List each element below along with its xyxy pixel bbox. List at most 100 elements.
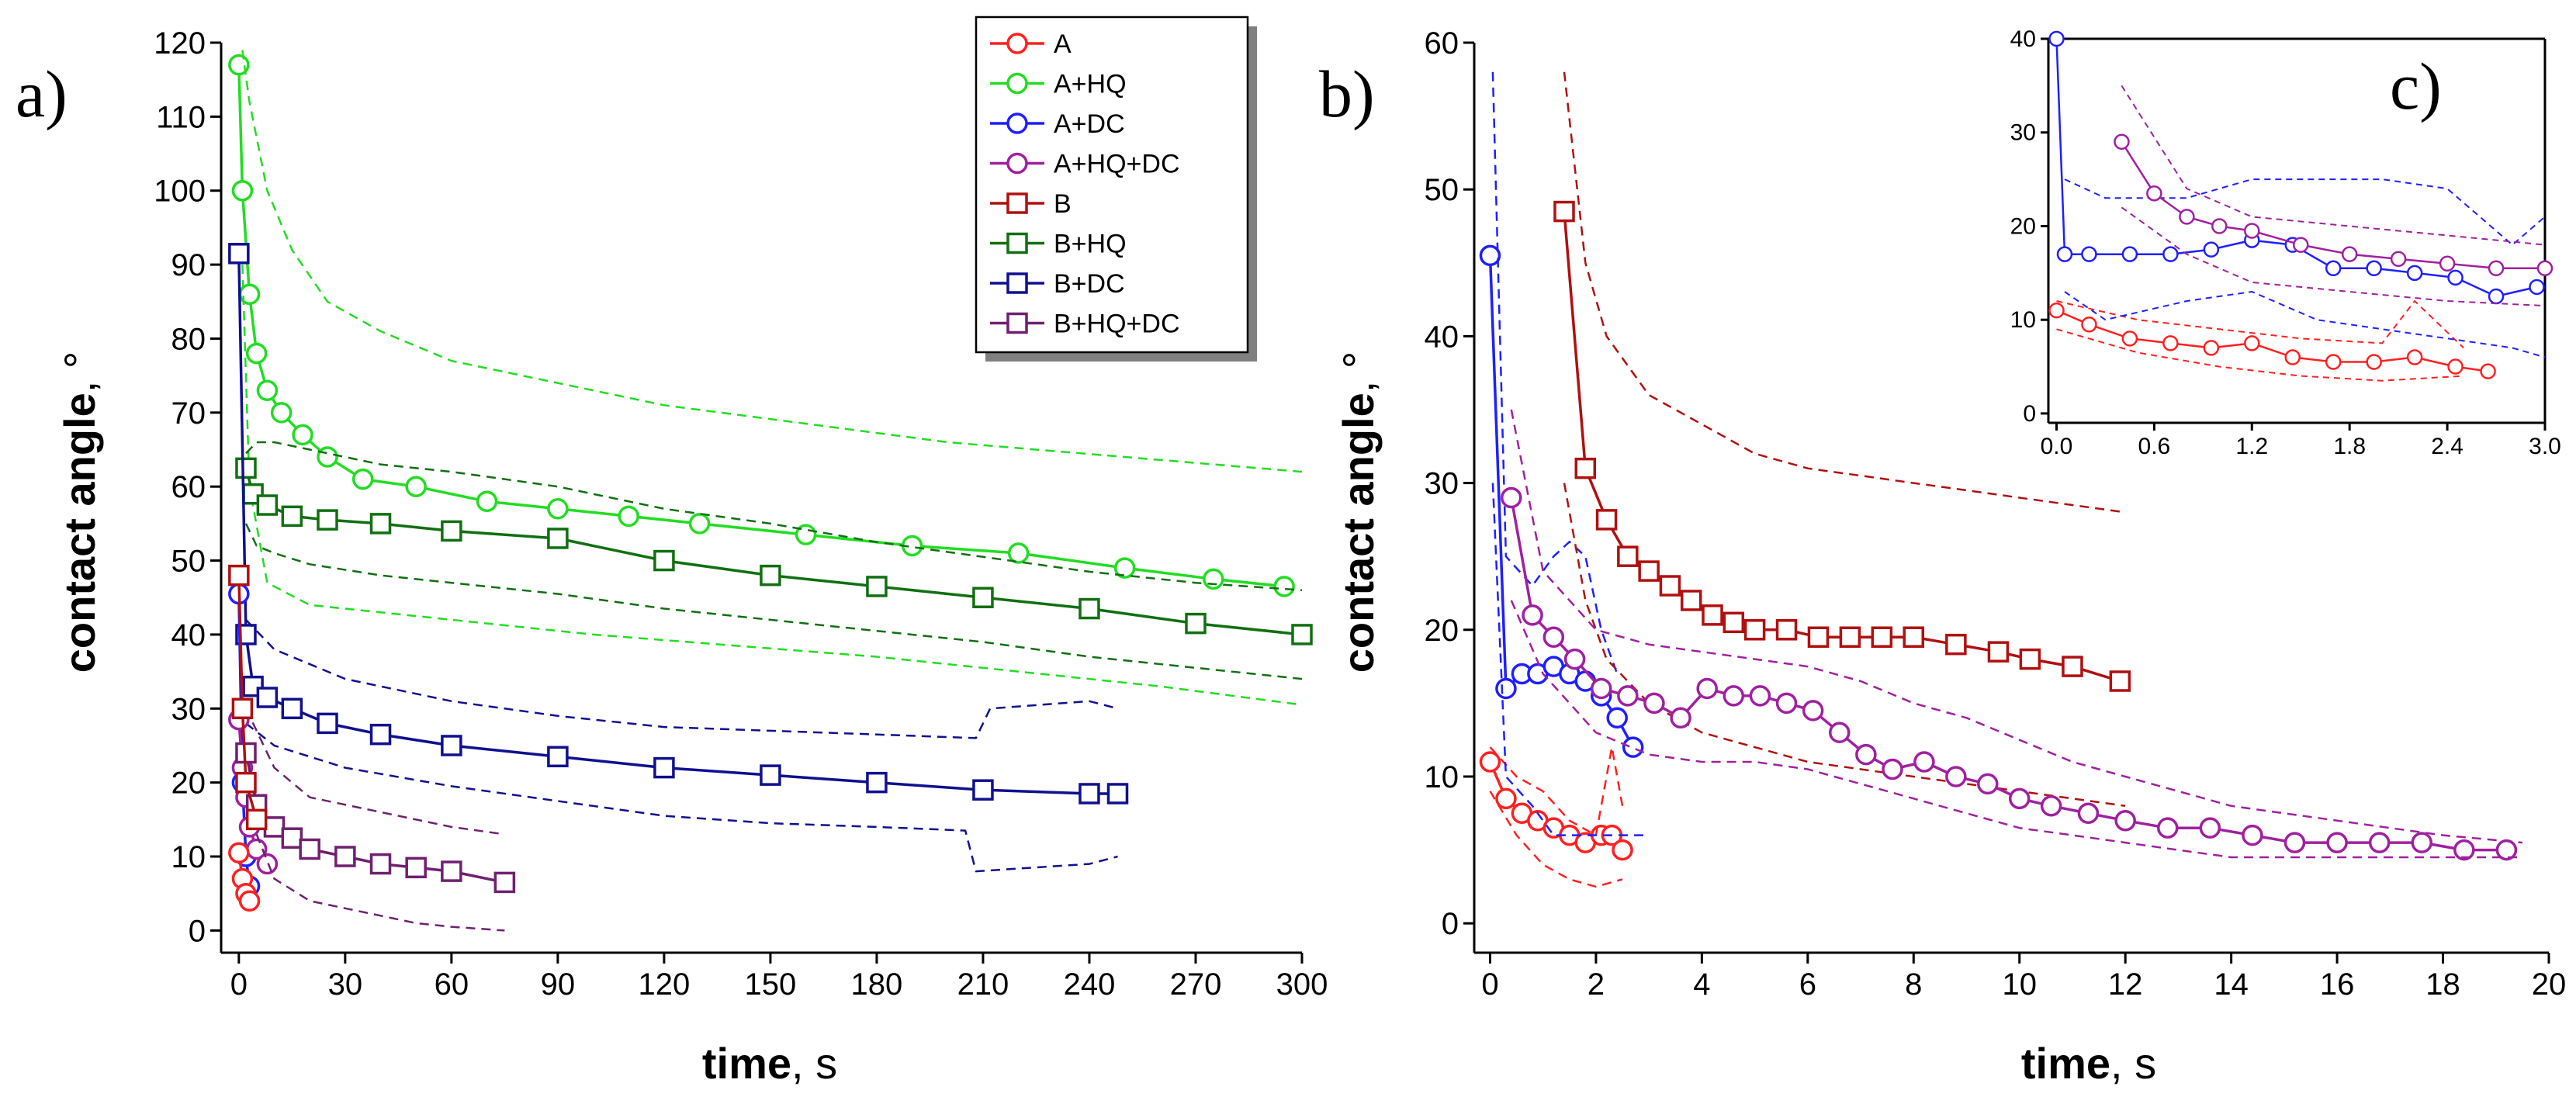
series-a-hq-dc bbox=[2114, 133, 2553, 277]
legend-marker bbox=[1006, 312, 1028, 334]
x-tick-label: 20 bbox=[2532, 967, 2567, 1002]
series-a bbox=[2048, 302, 2496, 379]
series-a-hq-dc-upper bbox=[1510, 409, 2523, 844]
x-tick-label: 2.4 bbox=[2431, 434, 2463, 459]
data-point bbox=[256, 853, 279, 875]
data-point bbox=[2157, 817, 2179, 839]
data-point bbox=[2114, 809, 2136, 832]
x-tick-label: 0.6 bbox=[2138, 434, 2171, 459]
series-a-hq-dc-lower bbox=[1510, 600, 2522, 859]
data-point bbox=[2121, 330, 2138, 347]
data-point bbox=[2146, 185, 2162, 202]
y-tick-label: 100 bbox=[154, 175, 206, 209]
y-tick-label: 0 bbox=[189, 914, 206, 948]
y-tick-label: 50 bbox=[1425, 173, 1459, 207]
series-a-dc-upper bbox=[2064, 178, 2546, 246]
data-point bbox=[1882, 758, 1903, 780]
legend-marker bbox=[1006, 192, 1028, 214]
data-point bbox=[2406, 265, 2423, 282]
panel-a-label: a) bbox=[16, 57, 68, 131]
data-point bbox=[1522, 604, 1543, 626]
data-point bbox=[256, 687, 279, 708]
legend-marker bbox=[1006, 72, 1028, 95]
data-point bbox=[2406, 349, 2423, 365]
series-a-dc-lower bbox=[2064, 291, 2546, 358]
data-point bbox=[1595, 509, 1618, 531]
y-tick-label: 80 bbox=[171, 322, 206, 356]
data-point bbox=[2062, 656, 2083, 677]
series-line bbox=[244, 523, 1303, 680]
series-line bbox=[1489, 746, 1624, 836]
data-point bbox=[866, 771, 888, 794]
y-tick-label: 30 bbox=[2010, 120, 2036, 146]
panel-c-plot: 0.0 0.6 1.2 1.8 2.4 3.0 0 10 20 30 40 bbox=[2010, 26, 2561, 459]
panel-b-plot: 0 2 4 6 8 10 12 14 16 18 20 0 10 20 30 40 50 60 bbox=[1425, 26, 2567, 1002]
legend-label: A bbox=[1054, 29, 1072, 59]
legend-item-a-hq-dc: A+HQ+DC bbox=[990, 150, 1180, 179]
data-point bbox=[2040, 795, 2062, 817]
y-tick-label: 30 bbox=[1425, 467, 1459, 501]
data-point bbox=[2114, 133, 2130, 151]
series-line bbox=[2056, 300, 2464, 349]
series-b bbox=[228, 564, 268, 831]
data-point bbox=[2162, 335, 2179, 351]
series-b-hq-dc-upper bbox=[244, 708, 505, 836]
y-tick-label: 40 bbox=[1425, 320, 1459, 354]
legend-marker bbox=[1006, 112, 1028, 134]
series-b-hq-upper bbox=[245, 441, 1303, 591]
data-point bbox=[231, 179, 254, 202]
data-point bbox=[1079, 597, 1100, 620]
series-line bbox=[2064, 178, 2546, 246]
x-tick-label: 8 bbox=[1905, 967, 1922, 1002]
data-point bbox=[2081, 246, 2097, 262]
data-point bbox=[405, 476, 427, 497]
x-tick-label: 210 bbox=[957, 967, 1009, 1002]
data-point bbox=[2077, 802, 2100, 825]
data-point bbox=[441, 735, 462, 756]
series-line bbox=[245, 619, 1118, 739]
data-point bbox=[2203, 241, 2220, 258]
series-line bbox=[1491, 483, 1650, 836]
series-a-hq-dc-upper bbox=[2121, 85, 2546, 246]
panel-b-label: b) bbox=[1319, 57, 1375, 131]
data-point bbox=[2488, 260, 2505, 277]
panel-c-inset: c) 0.0 0.6 1.2 1.8 2.4 3.0 0 10 20 30 40 bbox=[1975, 26, 2561, 465]
data-point bbox=[1622, 736, 1644, 758]
legend-item-a-hq: A+HQ bbox=[990, 70, 1127, 99]
data-point bbox=[2480, 363, 2496, 379]
data-point bbox=[2368, 832, 2391, 853]
x-tick-label: 270 bbox=[1170, 967, 1222, 1002]
data-point bbox=[1643, 692, 1665, 715]
legend-marker bbox=[1006, 152, 1028, 175]
legend-label: B+HQ+DC bbox=[1054, 310, 1180, 339]
data-point bbox=[281, 827, 303, 849]
x-tick-label: 1.2 bbox=[2235, 434, 2268, 459]
data-point bbox=[2199, 817, 2221, 839]
data-point bbox=[1775, 619, 1798, 641]
data-point bbox=[2529, 279, 2545, 296]
data-point bbox=[2109, 670, 2131, 692]
legend-label: A+HQ+DC bbox=[1054, 150, 1180, 179]
series-line bbox=[1510, 600, 2522, 859]
series-a bbox=[228, 842, 261, 912]
series-b-hq bbox=[235, 457, 1313, 645]
data-point bbox=[1680, 590, 1702, 611]
data-point bbox=[2048, 302, 2065, 319]
data-point bbox=[317, 712, 338, 735]
series-line bbox=[244, 467, 1303, 636]
data-point bbox=[2242, 824, 2263, 846]
data-point bbox=[2536, 260, 2553, 277]
data-point bbox=[2447, 358, 2463, 375]
legend-marker bbox=[1006, 232, 1028, 254]
x-tick-label: 60 bbox=[435, 967, 469, 1002]
y-tick-label: 60 bbox=[171, 470, 206, 504]
series-line bbox=[241, 50, 1303, 473]
data-point bbox=[1479, 244, 1501, 267]
data-point bbox=[547, 746, 569, 768]
data-point bbox=[228, 54, 250, 76]
data-point bbox=[476, 490, 498, 513]
data-point bbox=[2283, 832, 2306, 853]
data-point bbox=[245, 808, 268, 831]
data-point bbox=[1553, 200, 1575, 223]
